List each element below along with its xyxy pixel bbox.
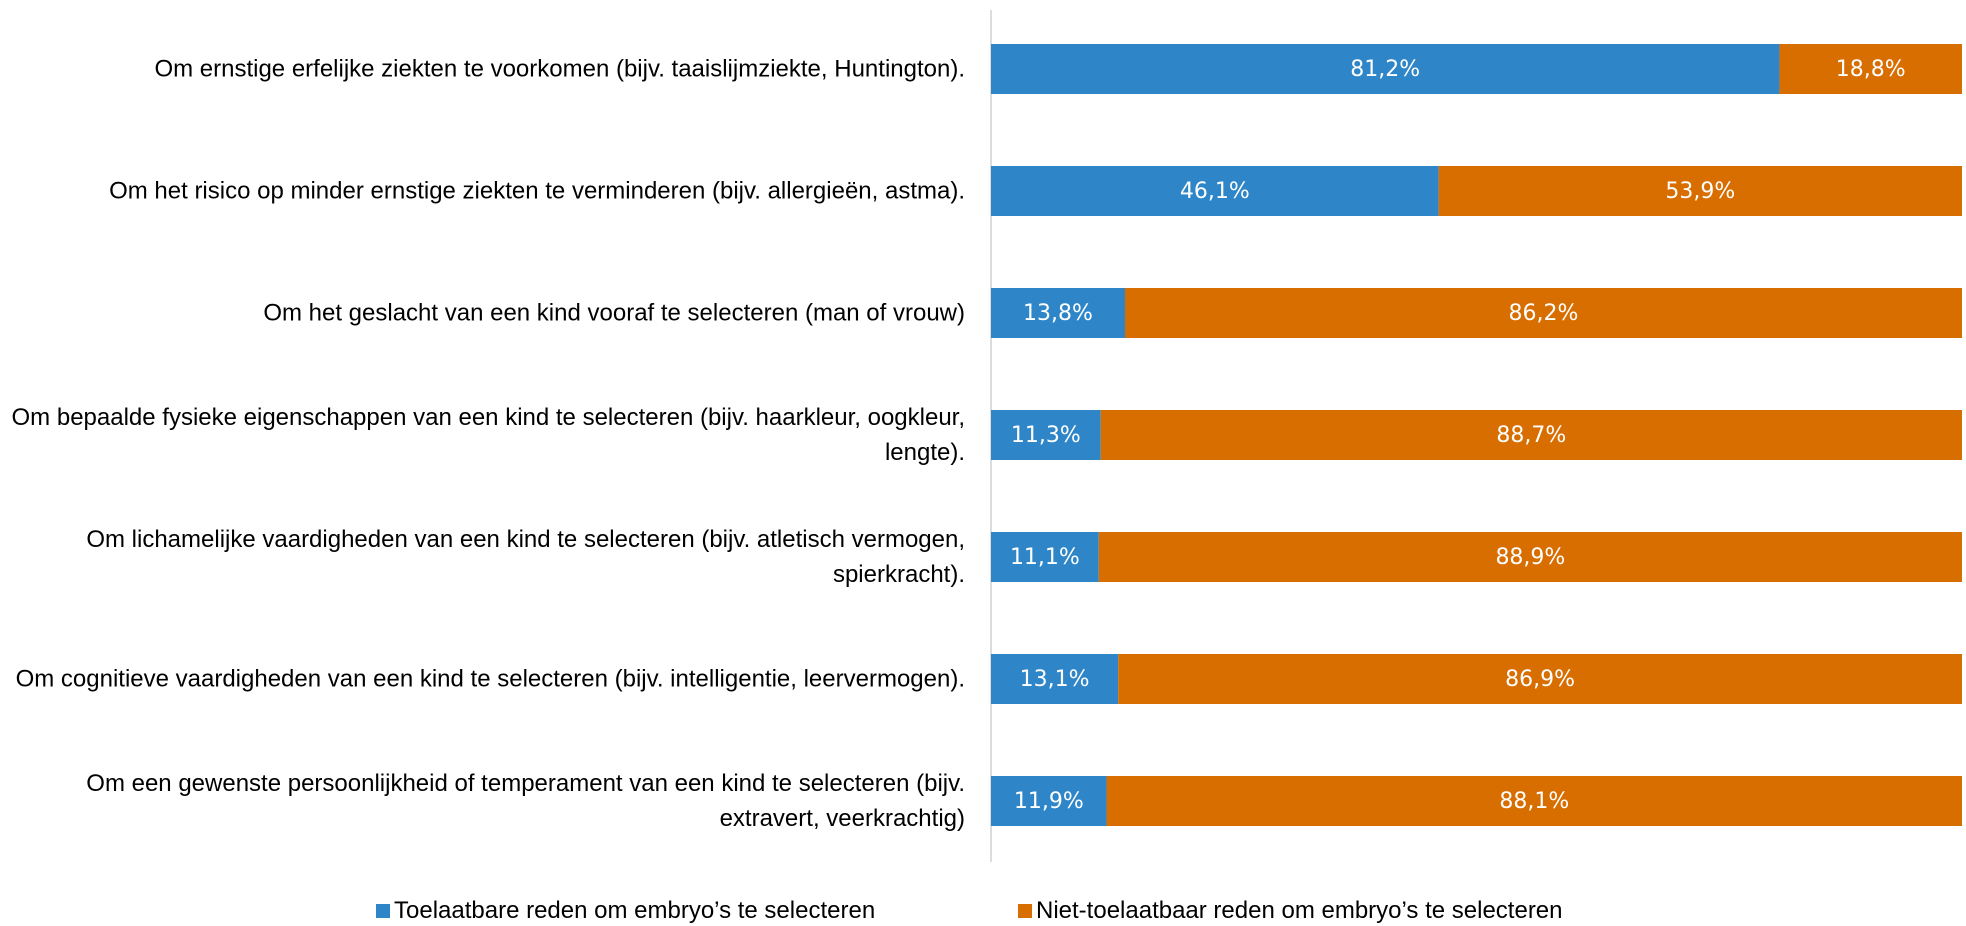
category-label: Om cognitieve vaardigheden van een kind … [15,665,965,693]
legend-swatch [1018,904,1032,918]
bar-segment [991,776,1107,826]
bar-segment [991,44,1780,94]
legend-swatch [376,904,390,918]
value-label: 46,1% [1180,179,1250,204]
bar-segment [1779,44,1962,94]
category-label: Om een gewenste persoonlijkheid of tempe… [86,770,965,832]
legend-label: Niet-toelaatbaar reden om embryo’s te se… [1036,897,1563,924]
bar-segment [1118,654,1962,704]
value-label: 86,9% [1505,667,1575,692]
legend-label: Toelaatbare reden om embryo’s te selecte… [394,897,876,924]
bar-segment [1106,776,1962,826]
bar-segment [991,654,1119,704]
value-label: 11,1% [1010,545,1080,570]
category-label: Om het risico op minder ernstige ziekten… [109,177,965,205]
value-label: 88,9% [1495,545,1565,570]
value-label: 86,2% [1509,301,1579,326]
value-label: 11,3% [1011,423,1081,448]
bar-segment [991,410,1101,460]
category-label: Om bepaalde fysieke eigenschappen van ee… [11,404,965,466]
value-label: 53,9% [1665,179,1735,204]
category-label: Om het geslacht van een kind vooraf te s… [263,299,965,327]
value-label: 11,9% [1014,789,1084,814]
value-label: 88,7% [1496,423,1566,448]
bar-segment [1438,166,1962,216]
legend-item: Toelaatbare reden om embryo’s te selecte… [376,897,875,925]
value-label: 13,1% [1020,667,1090,692]
bar-segment [1098,532,1962,582]
category-label: Om lichamelijke vaardigheden van een kin… [86,526,965,588]
value-label: 88,1% [1499,789,1569,814]
bar-segment [991,166,1439,216]
bar-segment [991,288,1125,338]
value-label: 13,8% [1023,301,1093,326]
category-label: Om ernstige erfelijke ziekten te voorkom… [154,55,965,83]
bar-segment [1124,288,1962,338]
value-label: 18,8% [1836,57,1906,82]
bar-segment [1100,410,1962,460]
value-label: 81,2% [1350,57,1420,82]
bar-segment [991,532,1099,582]
legend-item: Niet-toelaatbaar reden om embryo’s te se… [1018,897,1563,925]
